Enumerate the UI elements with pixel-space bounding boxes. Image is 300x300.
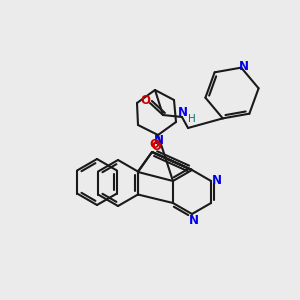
Text: N: N: [154, 134, 164, 148]
Text: N: N: [239, 60, 249, 73]
Text: N: N: [189, 214, 199, 226]
Text: N: N: [178, 106, 188, 118]
Text: O: O: [140, 94, 150, 107]
Text: N: N: [212, 175, 222, 188]
Text: H: H: [188, 114, 196, 124]
Text: O: O: [149, 139, 159, 152]
Text: O: O: [151, 140, 161, 152]
